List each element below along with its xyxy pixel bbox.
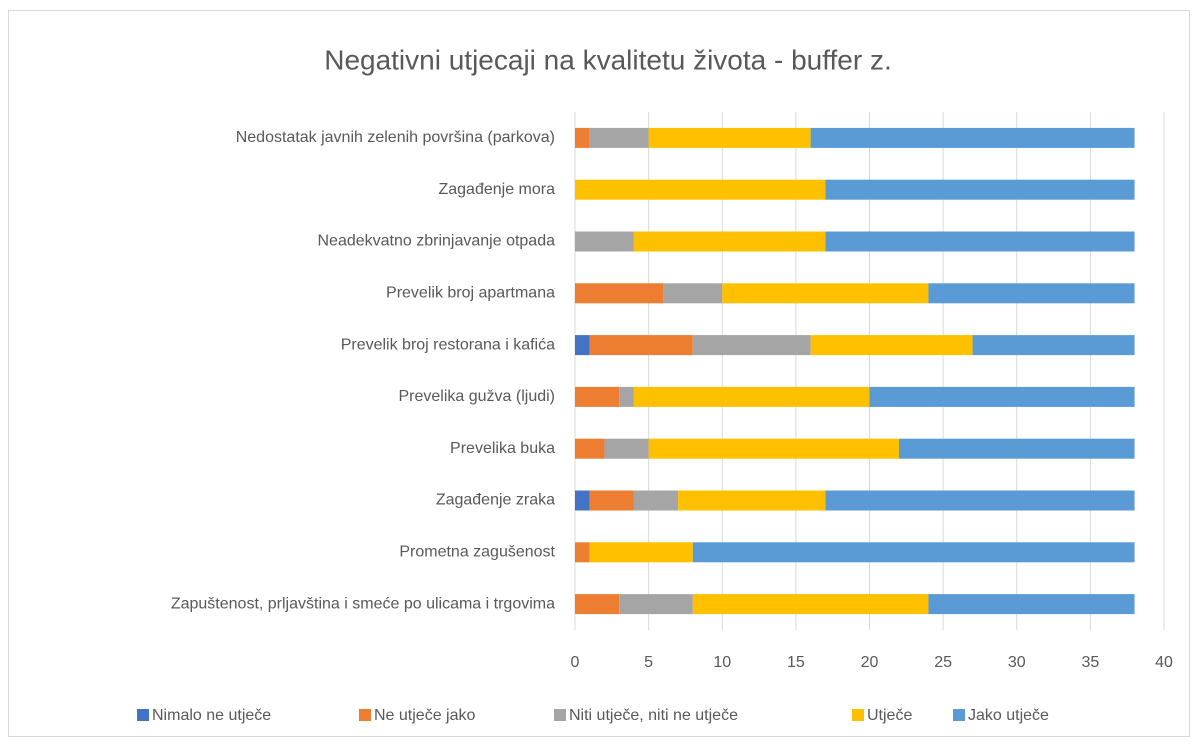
y-tick-label: Prometna zagušenost [399, 544, 555, 561]
bar-segment [633, 490, 679, 511]
bar-segment [898, 438, 1135, 459]
bar-segment [825, 231, 1135, 252]
bar-segment [928, 283, 1135, 304]
bar-segment [575, 231, 634, 252]
bar-segment [692, 542, 1135, 563]
x-tick-label: 10 [713, 654, 731, 671]
legend-label: Utječe [867, 707, 912, 724]
y-tick-label: Neadekvatno zbrinjavanje otpada [318, 233, 556, 250]
bar-segment [575, 335, 590, 356]
bar-segment [663, 283, 723, 304]
bar-segment [589, 127, 649, 148]
bar-segment [678, 490, 826, 511]
bar-segment [575, 179, 826, 200]
bar-segment [810, 335, 973, 356]
bar-segment [589, 490, 634, 511]
legend-marker [953, 709, 965, 721]
y-tick-label: Zagađenje mora [438, 181, 555, 198]
bar-segment [604, 438, 649, 459]
bar-segment [722, 283, 929, 304]
bar-segment [825, 490, 1135, 511]
x-tick-label: 30 [1008, 654, 1026, 671]
bar-segment [575, 438, 605, 459]
bar-segment [633, 231, 826, 252]
legend-label: Jako utječe [968, 707, 1049, 724]
legend-marker [554, 709, 566, 721]
bar-segment [619, 594, 693, 615]
chart-title: Negativni utjecaji na kvalitetu života -… [324, 44, 892, 75]
bar-segment [810, 127, 1135, 148]
chart-border [8, 10, 1190, 737]
legend-marker [359, 709, 371, 721]
legend-label: Niti utječe, niti ne utječe [569, 707, 738, 724]
y-tick-label: Prevelika buka [450, 440, 555, 457]
bar-segment [869, 386, 1135, 407]
bar-segment [648, 438, 899, 459]
y-tick-label: Nedostatak javnih zelenih površina (park… [236, 129, 555, 146]
bar-segment [928, 594, 1135, 615]
legend-label: Nimalo ne utječe [152, 707, 271, 724]
x-tick-label: 35 [1081, 654, 1099, 671]
y-tick-label: Prevelika gužva (ljudi) [398, 388, 555, 405]
x-tick-label: 40 [1155, 654, 1173, 671]
bar-segment [575, 283, 664, 304]
legend-label: Ne utječe jako [374, 707, 475, 724]
bar-segment [575, 594, 620, 615]
legend-marker [852, 709, 864, 721]
x-tick-label: 20 [861, 654, 879, 671]
x-tick-label: 5 [644, 654, 653, 671]
bar-segment [692, 335, 811, 356]
bar-segment [692, 594, 929, 615]
y-tick-label: Zagađenje zraka [436, 492, 555, 509]
bar-segment [575, 386, 620, 407]
bar-segment [575, 542, 590, 563]
bar-segment [972, 335, 1135, 356]
bar-segment [589, 335, 693, 356]
bar-segment [648, 127, 811, 148]
x-tick-label: 0 [571, 654, 580, 671]
bar-segment [575, 127, 590, 148]
y-tick-label: Prevelik broj restorana i kafića [341, 336, 555, 353]
x-tick-label: 15 [787, 654, 805, 671]
bar-segment [825, 179, 1135, 200]
y-tick-label: Zapuštenost, prljavština i smeće po ulic… [171, 595, 555, 612]
x-tick-label: 25 [934, 654, 952, 671]
legend-marker [137, 709, 149, 721]
bar-segment [633, 386, 870, 407]
bar-segment [619, 386, 634, 407]
y-tick-label: Prevelik broj apartmana [386, 285, 555, 302]
bar-segment [589, 542, 693, 563]
bar-segment [575, 490, 590, 511]
